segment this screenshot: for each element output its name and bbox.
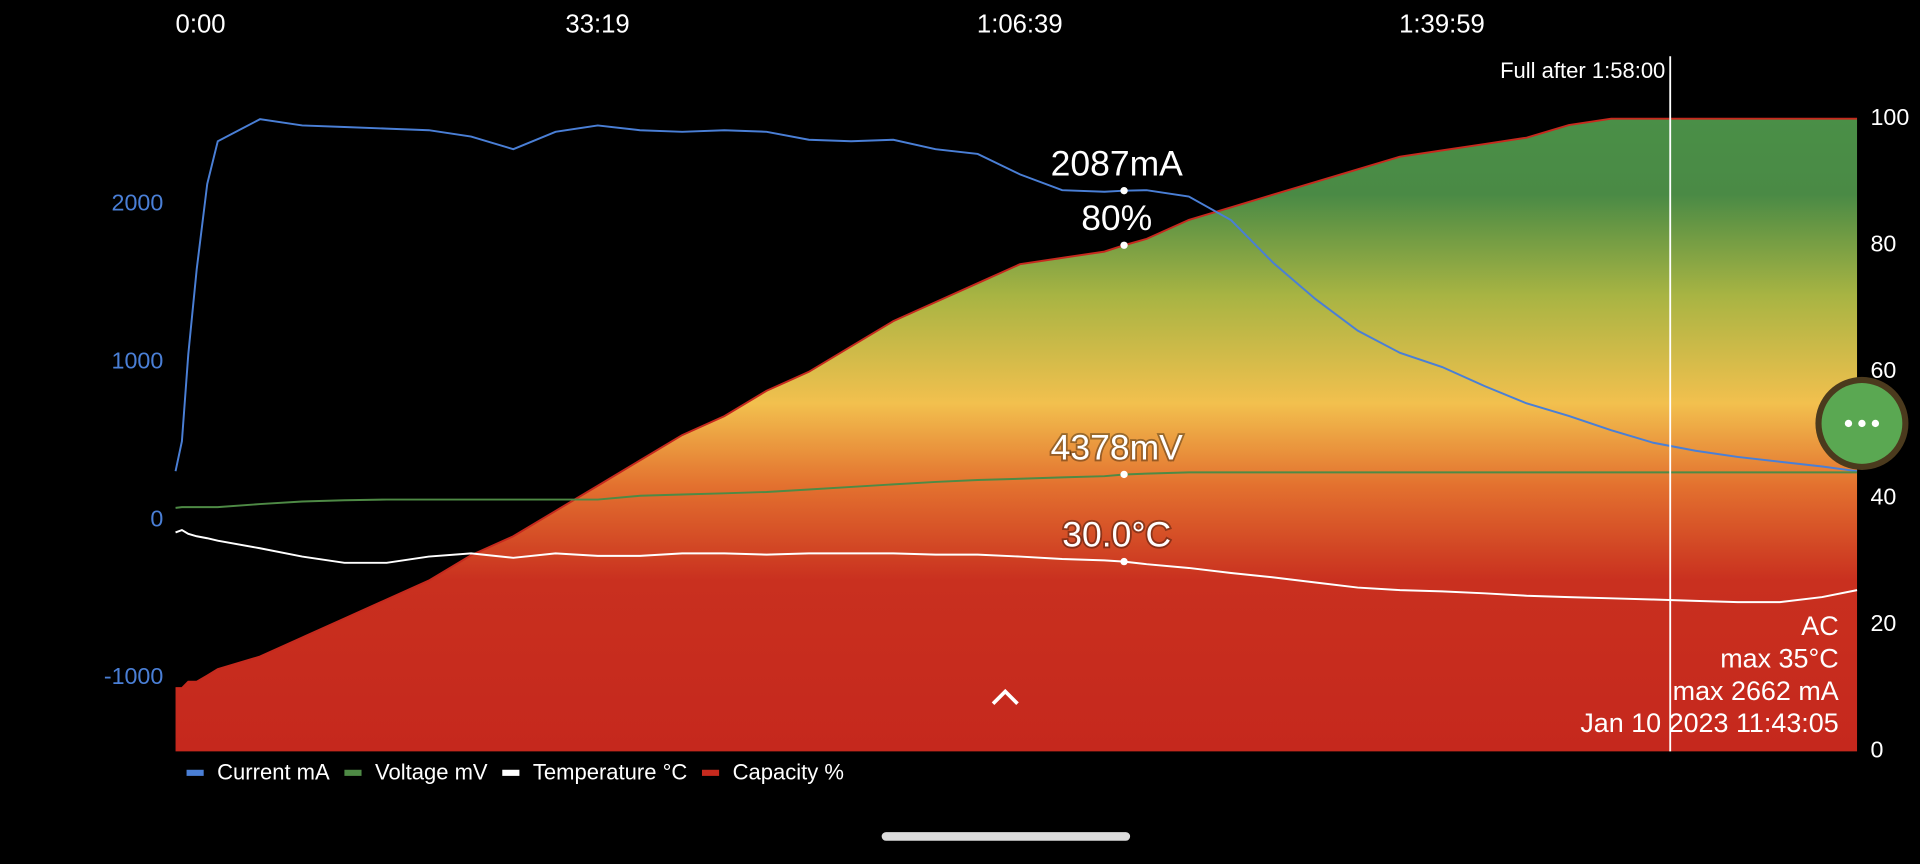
marker-label: 30.0°C [1062,514,1171,554]
marker-label: 80% [1081,198,1152,238]
home-bar[interactable] [881,832,1131,841]
legend-swatch [344,769,362,776]
marker-label: 4378mV [1051,427,1183,467]
marker-dot [1120,241,1128,249]
info-line: max 35°C [1720,643,1838,673]
fab-dot [1844,419,1853,428]
info-line: AC [1801,611,1838,641]
series-line [175,528,1858,604]
fab-button[interactable] [1815,376,1909,470]
marker-label: 2087mA [1051,144,1183,184]
series-line [174,118,1858,473]
legend-label: Capacity % [733,759,844,784]
legend-label: Temperature °C [533,759,688,784]
y2-tick-label: 40 [1871,483,1897,509]
marker-dot [1120,557,1128,566]
series-line [175,471,1858,509]
x-tick-label: 33:19 [565,10,629,38]
x-tick-label: 1:06:39 [977,10,1063,38]
fab-dot [1858,419,1866,428]
x-tick-label: 1:39:59 [1399,10,1485,38]
fab-dot [1871,419,1880,428]
series-line [175,117,1858,690]
marker-dot [1120,470,1128,479]
y-tick-label: 1000 [112,347,164,373]
full-label: Full after 1:58:00 [1500,58,1665,83]
legend-label: Voltage mV [375,759,488,784]
x-tick-label: 0:00 [176,10,226,38]
expand-chevron[interactable] [991,688,1019,705]
marker-dot [1120,187,1128,195]
legend-swatch [502,769,520,776]
info-line: Jan 10 2023 11:43:05 [1580,708,1838,738]
y2-tick-label: 80 [1871,230,1897,256]
plot-area [174,56,1858,752]
info-line: max 2662 mA [1673,676,1839,706]
y2-tick-label: 0 [1871,737,1884,763]
capacity-area [175,118,1858,752]
y-tick-label: 2000 [112,190,164,216]
y-tick-label: -1000 [104,663,164,689]
labels: -1000 0 1000 2000 0 20 40 60 80 100 0:00 33:19 1:06:… [104,10,1910,784]
legend-swatch [701,769,720,776]
y2-tick-label: 20 [1871,610,1897,636]
legend-label: Current mA [217,759,330,784]
y2-tick-label: 100 [1871,104,1910,130]
legend-swatch [186,769,204,776]
y-tick-label: 0 [150,505,163,531]
y2-tick-label: 60 [1871,357,1897,383]
